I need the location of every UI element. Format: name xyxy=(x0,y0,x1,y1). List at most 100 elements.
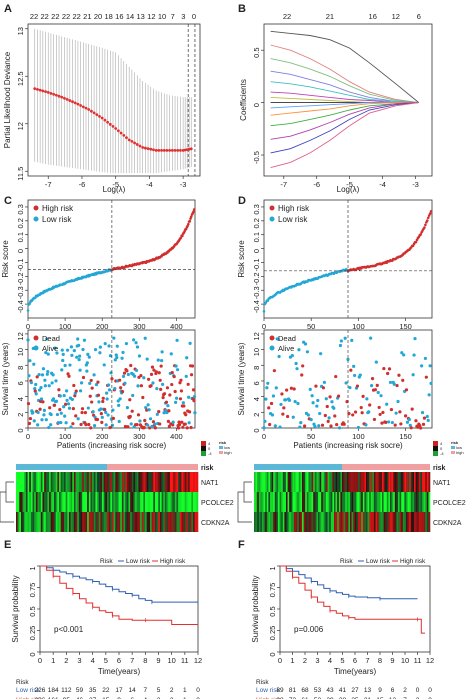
panelC-surv-patient-point xyxy=(187,395,191,399)
panelD-heatmap-cell xyxy=(338,492,341,512)
panelA-top-label: 12 xyxy=(147,12,155,21)
panelE-km-curve xyxy=(40,565,198,603)
panelD-heatmap-cell xyxy=(418,512,421,532)
panelD-heatmap-cell xyxy=(386,472,389,492)
panelD-heatmap-cell xyxy=(258,512,261,532)
panelD-heatmap-cell xyxy=(286,512,288,532)
panelC-surv-ytick-label: 12 xyxy=(16,332,25,340)
panelD-heatmap-cell xyxy=(279,512,282,532)
panelC-heatmap-cell xyxy=(121,472,124,492)
panelD-surv-patient-point xyxy=(309,418,313,422)
panelC-surv-patient-point xyxy=(138,419,142,423)
panelC-heatmap-cell xyxy=(63,472,66,492)
panelD-heatmap-cell xyxy=(290,492,293,512)
panelC-surv-patient-point xyxy=(147,377,151,381)
panelF-km-xtick-label: 1 xyxy=(290,656,294,665)
panelC-surv-patient-point xyxy=(88,394,92,398)
panelC-surv-patient-point xyxy=(47,384,51,388)
panelD-surv-patient-point xyxy=(412,353,416,357)
panelA-point xyxy=(179,148,182,152)
panel-letter: E xyxy=(4,539,11,551)
panelC-surv-patient-point xyxy=(36,423,40,427)
panelC-surv-patient-point xyxy=(37,373,41,377)
panelC-heatmap-cell xyxy=(50,472,53,492)
panelD-surv-ytick-label: 8 xyxy=(252,366,261,370)
panelD-heatmap-cell xyxy=(263,492,266,512)
panelD-surv-patient-point xyxy=(386,420,391,424)
panelD-heatmap-dendrogram xyxy=(237,481,252,523)
panelD-heatmap-cell xyxy=(378,492,381,512)
panelC-heatmap-cell xyxy=(196,512,199,532)
panelC-surv-patient-point xyxy=(27,421,32,426)
panelC-surv-patient-point xyxy=(28,359,32,363)
panelC-surv-patient-point xyxy=(121,350,125,355)
panelC-heatmap-cell xyxy=(126,512,129,532)
panelD-heatmap-cell xyxy=(286,492,288,512)
panelC-surv-patient-point xyxy=(39,397,44,401)
panelD-heatmap-cell xyxy=(274,492,277,512)
panelD-surv-patient-point xyxy=(423,356,427,361)
panelD-heatmap-cell xyxy=(370,492,373,512)
panel-letter: A xyxy=(4,3,12,15)
panelF-km-risk-table-value: 12 xyxy=(389,697,397,699)
panelC-heatmap-cell xyxy=(45,472,48,492)
panelC-surv-patient-point xyxy=(185,426,189,430)
panelD-surv-patient-point xyxy=(272,369,276,373)
panelD-heatmap-cell xyxy=(375,472,378,492)
panelB-top-label: 12 xyxy=(392,12,400,21)
panelD-heatmap-cell xyxy=(420,512,423,532)
panelE-km-risk-table-value: 161 xyxy=(48,697,59,699)
panelC-heatmap-cell xyxy=(143,472,146,492)
panelD-heatmap-cell xyxy=(334,492,336,512)
panelD-surv-patient-point xyxy=(388,380,393,385)
panelC-heatmap-cell xyxy=(150,512,152,532)
panelD-surv-patient-point xyxy=(281,412,285,416)
panelD-surv-patient-point xyxy=(270,413,275,417)
panelC-heatmap-cell xyxy=(67,472,70,492)
panelC-heatmap-cell xyxy=(136,512,139,532)
panelD-heatmap-cell xyxy=(262,512,264,532)
panelA-point xyxy=(60,95,64,99)
panelC-heatmap-cell xyxy=(135,512,138,532)
panelC-heatmap-cell xyxy=(108,512,111,532)
panelC-surv-patient-point xyxy=(188,410,192,414)
panelC-surv-patient-point xyxy=(115,355,119,360)
panelD-heatmap-cell xyxy=(415,472,418,492)
panelA-point xyxy=(54,93,58,97)
panelC-surv-patient-point xyxy=(126,372,130,377)
panelC-surv-patient-point xyxy=(153,426,157,430)
panelD-surv-patient-point xyxy=(369,336,373,340)
panelF-km-risk-table-value: 25 xyxy=(351,697,359,699)
panelE-km-risk-table-value: 0 xyxy=(196,697,200,699)
panelD-surv-xtick-label: 100 xyxy=(352,432,365,441)
panelC-heatmap-cell xyxy=(105,492,108,512)
panelD-heatmap-cell xyxy=(362,472,365,492)
panelD-surv-patient-point xyxy=(336,394,341,398)
panelC-heatmap-cell xyxy=(193,492,195,512)
panelD-heatmap-cell xyxy=(388,492,391,512)
panelA-top-label: 3 xyxy=(181,12,185,21)
panelC-heatmap-cell xyxy=(65,472,68,492)
panelA-point xyxy=(141,146,145,149)
panelC-heatmap-cell xyxy=(30,472,33,492)
panelD-risk-score-point xyxy=(427,214,431,217)
panelC-heatmap-cell xyxy=(171,492,174,512)
panelD-heatmap-cell xyxy=(407,472,410,492)
panelC-surv-patient-point xyxy=(52,403,57,407)
panelC-heatmap-cell xyxy=(72,472,75,492)
panelD-heatmap-cell xyxy=(282,472,285,492)
panelB-xtick-label: -3 xyxy=(412,180,419,189)
panelD-heatmap-cell xyxy=(353,512,356,532)
panelD-heatmap-cell xyxy=(409,492,412,512)
panelC-heatmap-cell xyxy=(128,512,131,532)
panelD-surv-patient-point xyxy=(313,424,317,429)
panelC-surv-patient-point xyxy=(100,415,104,419)
panelC-surv-patient-point xyxy=(32,362,36,366)
panelD-heatmap-annotation-low xyxy=(254,464,342,470)
panelC-surv-patient-point xyxy=(135,423,139,427)
panelD-heatmap-cell xyxy=(287,492,290,512)
panelC-heatmap-cell xyxy=(176,512,179,532)
panelC-heatmap-cell xyxy=(113,472,116,492)
panelD-surv-patient-point xyxy=(377,405,381,410)
